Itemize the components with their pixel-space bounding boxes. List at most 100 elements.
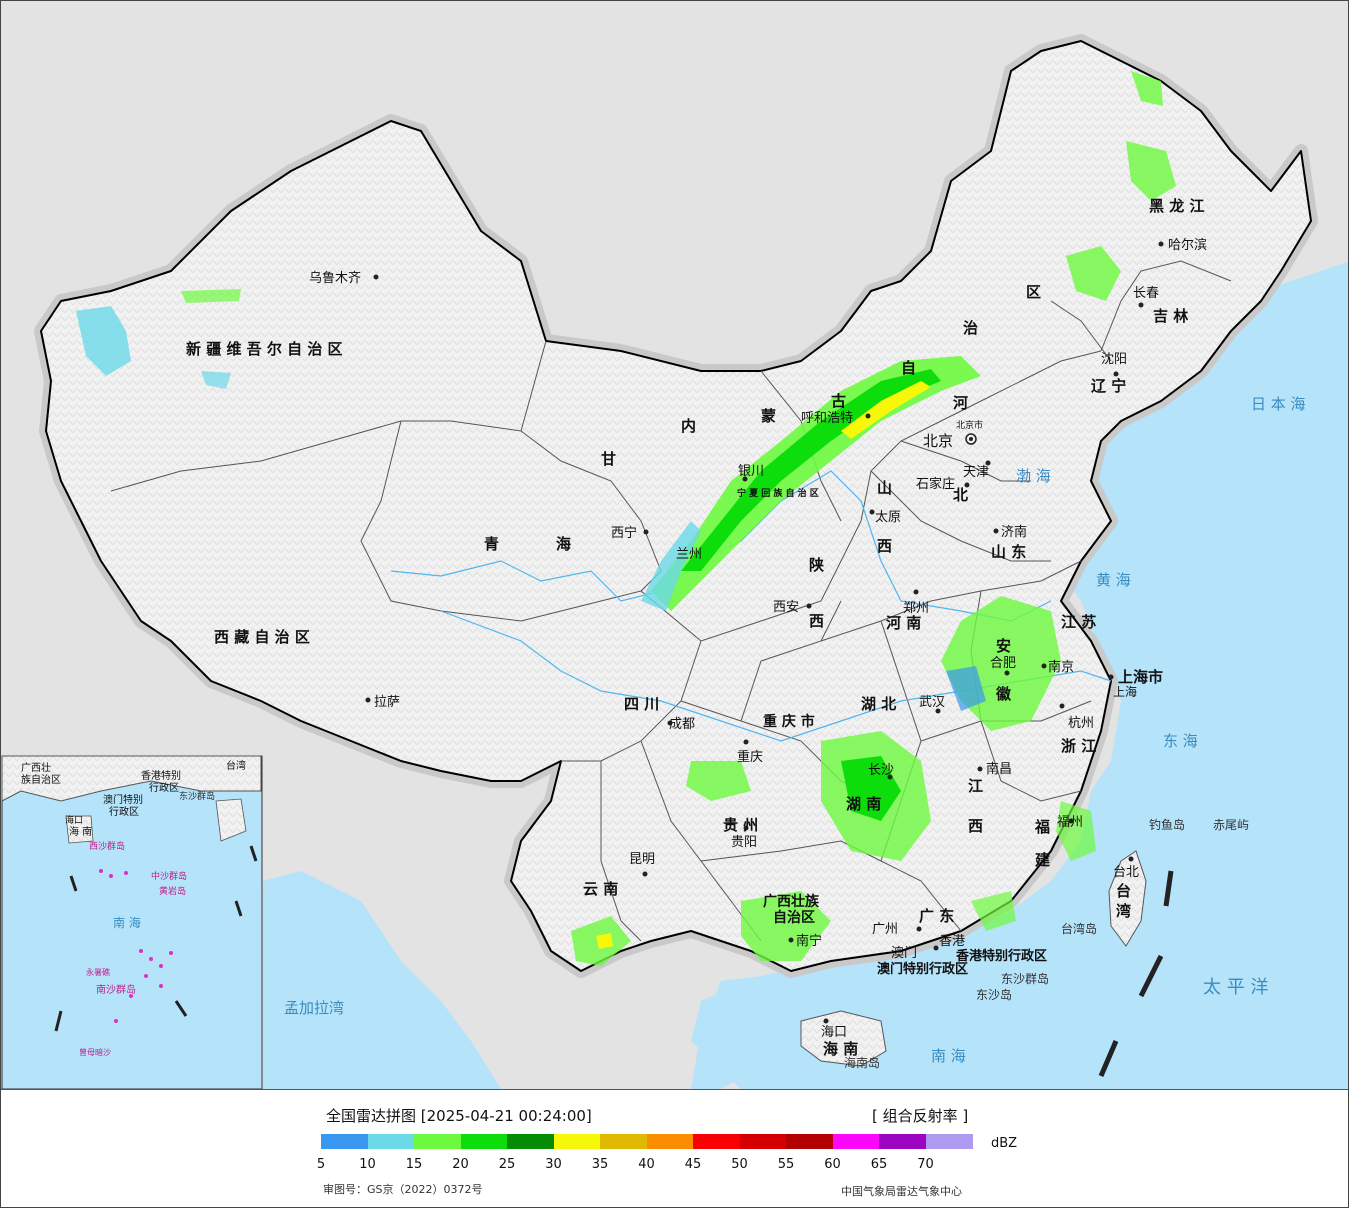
inset-label-nansha: 南沙群岛: [96, 983, 136, 996]
label-yunnan: 云 南: [583, 880, 618, 898]
label-jiangxi-b: 西: [968, 817, 983, 835]
label-hebei-a: 河: [953, 394, 968, 412]
label-haikou: 海口: [821, 1025, 847, 1040]
label-ningxia: 宁 夏 回 族 自 治 区: [737, 487, 819, 499]
inset-label-haikou: 海口: [65, 814, 83, 826]
scale-tick-label: 70: [917, 1157, 934, 1172]
label-guizhou: 贵 州: [723, 816, 758, 834]
label-nanhai: 南 海: [931, 1047, 966, 1065]
inset-label-xisha: 西沙群岛: [89, 840, 125, 852]
label-shijiazhuang: 石家庄: [916, 476, 955, 492]
echo-guangxi: [741, 891, 831, 961]
label-macau: 澳门: [891, 945, 917, 961]
label-harbin: 哈尔滨: [1168, 237, 1207, 253]
label-shandong: 山 东: [991, 543, 1026, 561]
echo-xinjiang-1: [76, 306, 131, 376]
label-hohhot: 呼和浩特: [801, 411, 853, 426]
label-nm-meng: 蒙: [761, 407, 776, 425]
inset-label-hainan: 海 南: [69, 825, 92, 838]
sea-gulf-tonkin: [691, 976, 791, 1089]
taiwan-island: [1108, 850, 1147, 947]
label-anhui-a: 安: [996, 637, 1011, 655]
label-hebei-b: 北: [953, 486, 968, 504]
sea-east: [691, 361, 1348, 1089]
label-shanxi-a: 山: [877, 479, 892, 497]
label-shanxi-b: 西: [877, 537, 892, 555]
inset-label-dongsha: 东沙群岛: [179, 790, 215, 802]
label-riben: 日 本 海: [1251, 395, 1306, 413]
color-swatch: [646, 1134, 694, 1149]
maritime-boundary-dashes: [1098, 870, 1174, 1077]
label-hainan-island: 海南岛: [844, 1055, 880, 1070]
label-taiwan-b: 湾: [1116, 902, 1131, 920]
label-hongkong: 香港: [939, 934, 965, 949]
scale-tick-label: 55: [777, 1157, 795, 1172]
label-nm-gu: 古: [831, 392, 846, 410]
label-liaoning: 辽 宁: [1091, 377, 1126, 395]
label-kunming: 昆明: [629, 852, 655, 867]
mosaic-title: 全国雷达拼图 [2025-04-21 00:24:00]: [326, 1107, 592, 1125]
label-taiwan-island: 台湾岛: [1061, 921, 1097, 936]
label-nm-zi: 自: [901, 359, 916, 377]
color-swatch: [832, 1134, 880, 1149]
label-donghai: 东 海: [1163, 732, 1198, 750]
china-land: [40, 40, 1312, 972]
label-fujian-a: 福: [1034, 818, 1050, 836]
label-nanjing: 南京: [1048, 659, 1074, 675]
label-xining: 西宁: [611, 525, 637, 541]
echo-fujian: [1056, 801, 1096, 861]
label-zhengzhou: 郑州: [903, 601, 929, 616]
label-guiyang: 贵阳: [731, 835, 757, 850]
label-nanchang: 南昌: [986, 761, 1012, 777]
color-swatch: [460, 1134, 508, 1149]
label-shaanxi-a: 陕: [809, 556, 824, 574]
label-nm-qu: 区: [1026, 283, 1041, 301]
label-wuhan: 武汉: [919, 695, 945, 710]
label-dongsha-island: 东沙岛: [976, 987, 1012, 1002]
color-swatch: [414, 1134, 461, 1149]
label-shenyang: 沈阳: [1101, 352, 1127, 367]
scale-tick-label: 45: [684, 1157, 702, 1172]
label-macau-sar: 澳门特别行政区: [877, 961, 968, 977]
label-dongsha-islands: 东沙群岛: [1001, 971, 1049, 986]
label-xinjiang: 新 疆 维 吾 尔 自 治 区: [186, 340, 343, 358]
color-swatch: [553, 1134, 601, 1149]
scale-tick-label: 5: [316, 1157, 326, 1172]
label-jiangxi-a: 江: [968, 777, 983, 795]
inset-label-yongshu: 永暑礁: [86, 967, 110, 977]
label-shaanxi-b: 西: [809, 612, 824, 630]
echo-peak-north: [841, 381, 931, 439]
product-name: [ 组合反射率 ]: [872, 1107, 969, 1125]
color-swatch: [321, 1134, 368, 1149]
scale-tick-label: 35: [591, 1157, 609, 1172]
label-fujian-b: 建: [1035, 851, 1051, 869]
color-swatch: [507, 1134, 554, 1149]
inset-label-taiwan: 台湾: [226, 759, 246, 772]
echo-yunnan-peak: [596, 933, 613, 949]
unit-label: dBZ: [991, 1136, 1018, 1151]
label-shanghai-city: 上海市: [1118, 668, 1163, 686]
inset-label-gx2: 族自治区: [21, 773, 61, 786]
label-jiangsu: 江 苏: [1061, 613, 1096, 631]
echo-guangdong: [971, 891, 1016, 931]
color-swatch: [739, 1134, 787, 1149]
label-sichuan: 四 川: [624, 695, 659, 713]
label-qinghai-b: 海: [556, 535, 571, 553]
label-chongqing: 重庆: [737, 749, 763, 765]
scale-tick-label: 20: [452, 1157, 469, 1172]
label-fuzhou: 福州: [1057, 815, 1083, 830]
sea-bengal: [263, 871, 501, 1089]
label-bay-bengal: 孟加拉湾: [284, 999, 344, 1017]
echo-northeast-3: [1131, 71, 1163, 106]
scale-tick-label: 65: [870, 1157, 888, 1172]
color-swatch: [693, 1134, 740, 1149]
scale-tick-label: 60: [824, 1157, 841, 1172]
label-hangzhou: 杭州: [1068, 716, 1094, 731]
echo-band-northwest: [641, 521, 701, 611]
label-chengdu: 成都: [669, 717, 695, 732]
color-swatch: [879, 1134, 926, 1149]
echo-band-north: [651, 356, 981, 611]
label-nanning: 南宁: [796, 933, 822, 949]
scale-tick-label: 30: [545, 1157, 562, 1172]
inset-label-hk: 香港特别: [141, 770, 181, 782]
